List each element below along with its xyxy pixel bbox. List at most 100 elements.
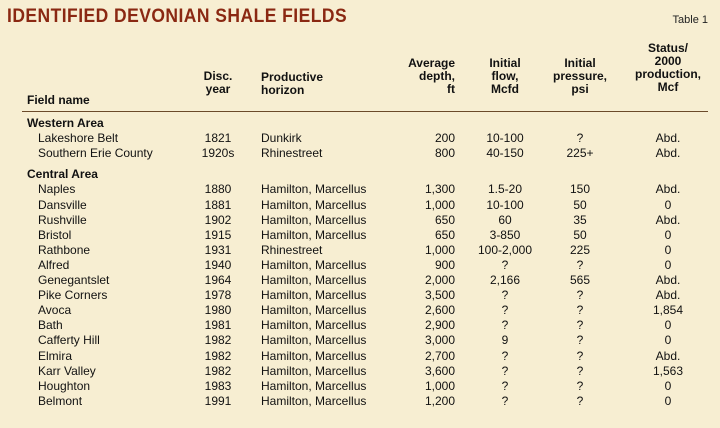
flow-cell: ?: [501, 363, 509, 378]
pressure-cell: ?: [576, 333, 584, 348]
disc-year-cell: 1982: [204, 348, 232, 363]
field-name-cell: Genegantslet: [38, 273, 110, 287]
flow-cell: ?: [501, 378, 509, 393]
status-cell: 0: [664, 318, 672, 333]
depth-cell: 1,300: [424, 182, 455, 197]
field-name-cell: Houghton: [38, 378, 91, 393]
depth-cell: 3,600: [424, 363, 455, 378]
horizon-cell: Hamilton, Marcellus: [261, 303, 367, 318]
status-cell: Abd.: [655, 348, 681, 363]
status-cell: Abd.: [655, 131, 681, 146]
table-row: Southern Erie County 1920s Rhinestreet 800 4…: [0, 146, 720, 161]
depth-cell: 2,900: [424, 318, 455, 333]
pressure-cell: 35: [573, 212, 587, 227]
horizon-cell: Hamilton, Marcellus: [261, 212, 367, 227]
horizon-cell: Hamilton, Marcellus: [261, 257, 367, 272]
status-cell: Abd.: [655, 146, 681, 161]
field-name-cell: Cafferty Hill: [38, 333, 100, 348]
header-status-production: Status/ 2000 production, Mcf: [635, 41, 701, 94]
disc-year-cell: 1940: [204, 257, 232, 272]
pressure-cell: ?: [576, 363, 584, 378]
flow-cell: 9: [501, 333, 509, 348]
flow-cell: 2,166: [489, 273, 521, 287]
table-row: Pike Corners 1978 Hamilton, Marcellus 3,500…: [0, 288, 720, 303]
horizon-cell: Dunkirk: [261, 131, 302, 146]
status-cell: 1,854: [652, 303, 684, 318]
horizon-cell: Rhinestreet: [261, 146, 323, 161]
pressure-cell: ?: [576, 318, 584, 333]
section-title: Central Area: [27, 167, 98, 182]
pressure-cell: ?: [576, 257, 584, 272]
table-row: Lakeshore Belt 1821 Dunkirk 200 10-100? Abd.: [0, 131, 720, 146]
status-cell: Abd.: [655, 288, 681, 303]
header-divider: [22, 111, 708, 112]
table-row: Houghton 1983 Hamilton, Marcellus 1,000?? 0: [0, 379, 720, 394]
horizon-cell: Hamilton, Marcellus: [261, 333, 367, 348]
disc-year-cell: 1982: [204, 363, 232, 378]
field-name-cell: Naples: [38, 182, 76, 197]
field-name-cell: Pike Corners: [38, 288, 108, 303]
flow-cell: ?: [501, 318, 509, 333]
table-title: Identified Devonian shale fields: [7, 6, 348, 27]
horizon-cell: Hamilton, Marcellus: [261, 318, 367, 333]
disc-year-cell: 1920s: [201, 146, 235, 161]
horizon-cell: Rhinestreet: [261, 242, 323, 257]
table-row: Naples 1880 Hamilton, Marcellus 1,300 1.5-20…: [0, 182, 720, 197]
status-cell: 0: [664, 197, 672, 212]
horizon-cell: Hamilton, Marcellus: [261, 288, 367, 303]
flow-cell: 10-100: [486, 131, 524, 146]
table-row: Avoca 1980 Hamilton, Marcellus 2,600?? 1,854: [0, 303, 720, 318]
status-cell: 0: [664, 257, 672, 272]
disc-year-cell: 1981: [204, 318, 232, 333]
pressure-cell: ?: [576, 378, 584, 393]
disc-year-cell: 1821: [204, 131, 232, 146]
field-name-cell: Avoca: [38, 303, 72, 318]
horizon-cell: Hamilton, Marcellus: [261, 197, 367, 212]
disc-year-cell: 1991: [204, 393, 232, 408]
disc-year-cell: 1931: [204, 242, 232, 257]
field-name-cell: Bristol: [38, 227, 72, 242]
pressure-cell: ?: [576, 288, 584, 303]
table-row: Rathbone 1931 Rhinestreet 1,000 100-2,000 225…: [0, 243, 720, 258]
pressure-cell: 50: [573, 227, 587, 242]
depth-cell: 2,600: [424, 303, 455, 318]
depth-cell: 1,000: [424, 197, 455, 212]
header-field-name: Field name: [27, 93, 90, 107]
table-number-label: Table 1: [672, 14, 708, 26]
horizon-cell: Hamilton, Marcellus: [261, 273, 367, 287]
depth-cell: 3,000: [424, 333, 455, 348]
status-cell: Abd.: [655, 182, 681, 197]
table-row: Bath 1981 Hamilton, Marcellus 2,900?? 0: [0, 318, 720, 333]
header-initial-pressure: Initial pressure, psi: [552, 56, 608, 96]
table-row: Karr Valley 1982 Hamilton, Marcellus 3,600?…: [0, 364, 720, 379]
flow-cell: 1.5-20: [487, 182, 523, 197]
table-row: Dansville 1881 Hamilton, Marcellus 1,000 10-…: [0, 198, 720, 213]
flow-cell: 60: [498, 212, 512, 227]
status-cell: 0: [664, 393, 672, 408]
disc-year-cell: 1964: [204, 273, 232, 287]
field-name-cell: Southern Erie County: [38, 146, 153, 161]
depth-cell: 800: [434, 146, 455, 161]
horizon-cell: Hamilton, Marcellus: [261, 393, 367, 408]
field-name-cell: Karr Valley: [38, 363, 96, 378]
horizon-cell: Hamilton, Marcellus: [261, 378, 367, 393]
flow-cell: 100-2,000: [477, 242, 533, 257]
status-cell: 0: [664, 242, 672, 257]
status-cell: 1,563: [652, 363, 684, 378]
flow-cell: ?: [501, 257, 509, 272]
depth-cell: 650: [434, 227, 455, 242]
field-name-cell: Belmont: [38, 393, 83, 408]
horizon-cell: Hamilton, Marcellus: [261, 227, 367, 242]
pressure-cell: 565: [569, 273, 591, 287]
field-name-cell: Elmira: [38, 348, 73, 363]
header-average-depth: Average depth, ft: [408, 56, 455, 96]
disc-year-cell: 1915: [204, 227, 232, 242]
depth-cell: 2,000: [424, 273, 455, 287]
flow-cell: ?: [501, 288, 509, 303]
depth-cell: 200: [434, 131, 455, 146]
disc-year-cell: 1978: [204, 288, 232, 303]
header-initial-flow: Initial flow, Mcfd: [489, 56, 521, 96]
field-name-cell: Bath: [38, 318, 63, 333]
table-row: Rushville 1902 Hamilton, Marcellus 650 60 35 A…: [0, 213, 720, 228]
horizon-cell: Hamilton, Marcellus: [261, 348, 367, 363]
